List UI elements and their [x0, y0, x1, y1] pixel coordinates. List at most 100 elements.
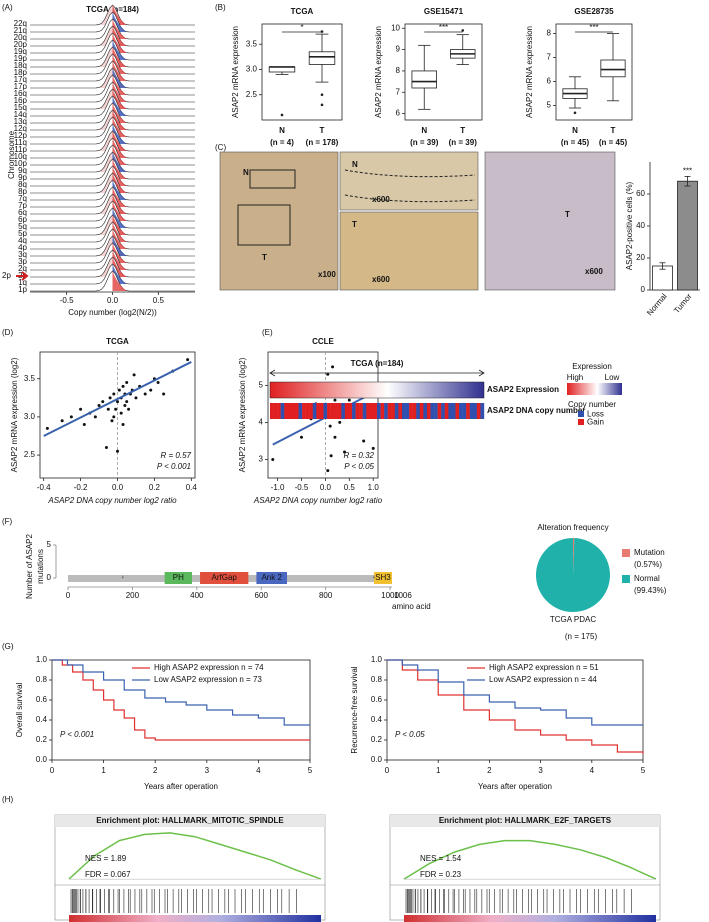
x-tick-label: 1	[101, 766, 106, 775]
mutation-head	[372, 576, 375, 579]
legend-label: Gain	[587, 418, 604, 427]
copy-number-cell	[270, 403, 274, 419]
x-tick-sublabel: (n = 178)	[306, 138, 339, 147]
outlier	[320, 93, 324, 97]
fit-line	[43, 361, 192, 437]
x-tick-label: 0.5	[153, 296, 165, 305]
copy-number-cell	[277, 403, 281, 419]
point	[104, 445, 108, 449]
x-axis-label: ASAP2 DNA copy number log2 ratio	[253, 496, 383, 505]
micrograph	[219, 151, 339, 291]
legend-label: High	[567, 373, 583, 382]
legend-label: Low	[605, 373, 620, 382]
y-tick-label: 0	[47, 573, 52, 582]
ridge-gain	[112, 271, 127, 291]
point	[121, 423, 125, 427]
survival-curve	[52, 659, 310, 741]
plot-frame	[54, 814, 326, 921]
y-tick-label: 2q	[18, 264, 27, 273]
copy-number-cell	[448, 403, 453, 419]
y-tick-label: 9q	[18, 166, 27, 175]
legend-label: Loss	[587, 410, 604, 419]
domain-label: PH	[173, 573, 184, 582]
y-tick-label: 8	[396, 66, 401, 75]
gland-outline	[344, 169, 476, 203]
y-tick-label: 5p	[18, 229, 27, 238]
copy-number-cell	[380, 403, 385, 419]
box	[411, 70, 437, 89]
y-tick-label: 4p	[18, 243, 27, 252]
point	[134, 396, 138, 400]
copy-number-cell	[387, 403, 392, 419]
copy-number-cell	[355, 403, 360, 419]
point	[338, 420, 342, 424]
y-tick-label: 22q	[14, 19, 27, 28]
copy-number-cell	[459, 403, 463, 419]
outlier	[461, 29, 465, 32]
x-tick-label: 0.0	[112, 483, 124, 492]
box	[308, 51, 336, 65]
fdr: FDR = 0.23	[420, 870, 462, 879]
y-tick-label: 18p	[14, 68, 28, 77]
y-tick-label: 3q	[18, 250, 27, 259]
y-tick-label: 5	[259, 380, 264, 389]
x-tick-label: 5	[308, 766, 313, 775]
x-tick-label: 1.0	[368, 483, 380, 492]
image-label: N	[243, 168, 249, 177]
panel-label: (G)	[2, 642, 14, 651]
x-tick-label: 5	[641, 766, 646, 775]
y-tick-label: 14q	[14, 110, 27, 119]
copy-number-cell	[426, 403, 431, 419]
y-tick-label: 8	[547, 29, 552, 38]
panel-label: (D)	[2, 328, 13, 337]
copy-number-cell	[273, 403, 278, 419]
x-tick-sublabel: (n = 45)	[599, 138, 628, 147]
copy-number-cell	[280, 403, 285, 419]
point	[132, 373, 136, 377]
point	[82, 423, 86, 427]
point	[112, 415, 116, 419]
point	[326, 469, 330, 473]
legend-label: Low ASAP2 expression n = 73	[154, 675, 262, 684]
domain	[373, 572, 392, 584]
y-tick-label: 0.6	[371, 695, 383, 704]
significance: ***	[439, 23, 448, 32]
row-label: ASAP2 DNA copy number	[487, 406, 585, 415]
domain	[200, 572, 249, 584]
y-tick-label: 17p	[14, 82, 28, 91]
statistic: R = 0.57	[161, 451, 192, 460]
copy-number-cell	[423, 403, 428, 419]
y-tick-label: 1q	[18, 278, 27, 287]
copy-number-cell	[298, 403, 303, 419]
x-tick-label: 0	[66, 591, 71, 600]
copy-number-cell	[480, 403, 485, 419]
rank-gradient	[404, 915, 656, 922]
point	[69, 415, 73, 419]
copy-number-cell	[327, 403, 331, 419]
y-tick-label: 60	[636, 189, 645, 198]
x-tick-label: 3	[205, 766, 210, 775]
point	[110, 419, 114, 423]
micrograph	[484, 151, 616, 291]
x-tick-label: 800	[319, 591, 333, 600]
row-label: ASAP2 Expression	[487, 385, 559, 394]
significance: ***	[589, 23, 598, 32]
x-tick-label: 2	[487, 766, 492, 775]
legend-title: Expression	[572, 362, 612, 371]
plot-frame	[386, 659, 644, 761]
y-axis-label: mutations	[36, 549, 45, 584]
point	[116, 400, 119, 404]
y-tick-label: 5q	[18, 222, 27, 231]
copy-number-cell	[352, 403, 356, 419]
y-tick-label: 6q	[18, 208, 27, 217]
x-axis-label: ASAP2 DNA copy number log2 ratio	[47, 496, 177, 505]
point	[362, 439, 366, 443]
bar	[677, 180, 698, 291]
y-tick-label: 11p	[14, 145, 27, 154]
x-tick-label: -0.5	[60, 296, 74, 305]
y-tick-label: 6p	[18, 215, 27, 224]
nes: NES = 1.54	[420, 854, 462, 863]
x-tick-label: 0.4	[186, 483, 198, 492]
x-tick-label: 4	[256, 766, 261, 775]
copy-number-cell	[344, 403, 349, 419]
